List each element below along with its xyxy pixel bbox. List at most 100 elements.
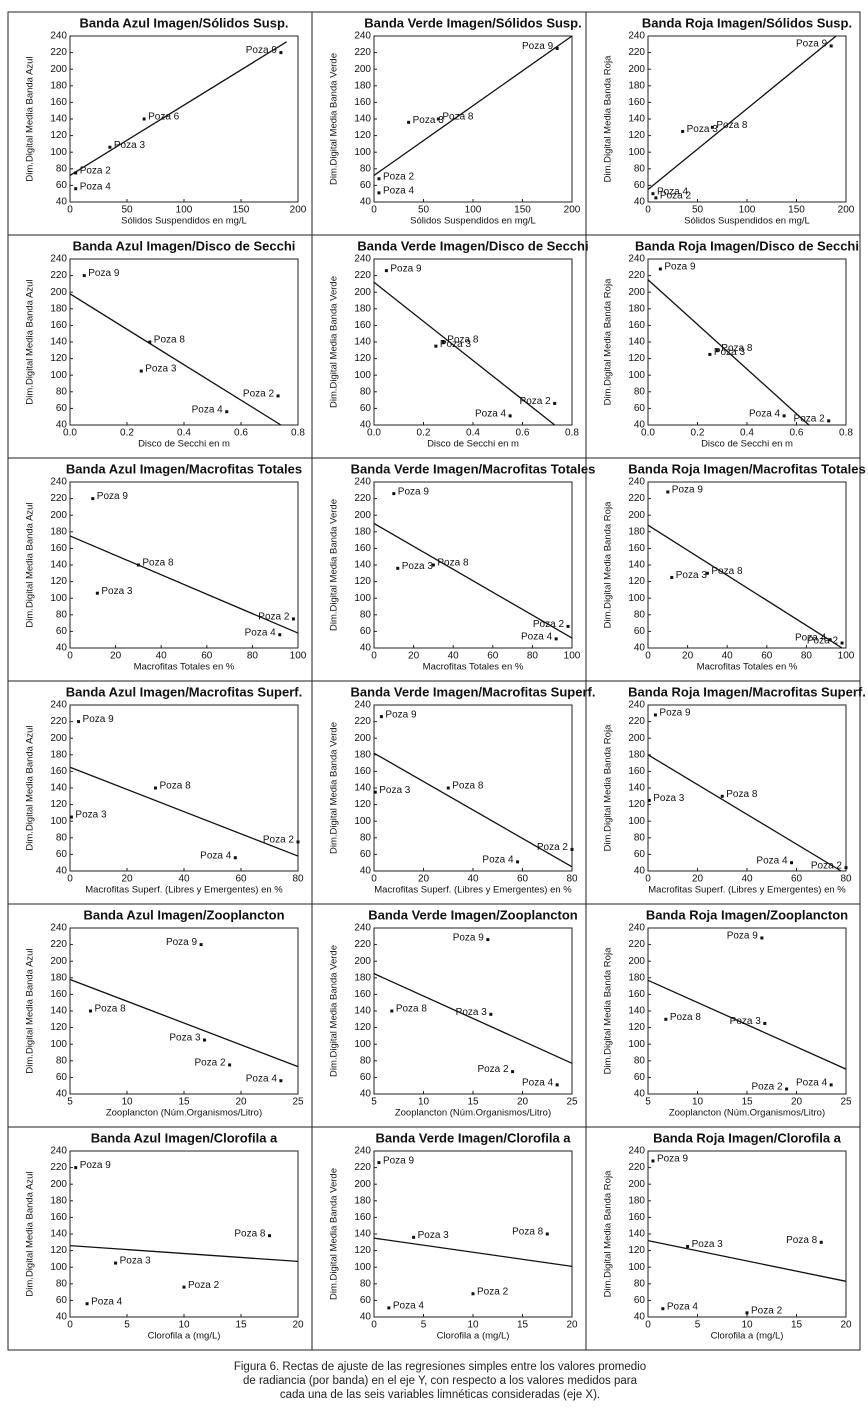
x-tick-label: 50 — [418, 205, 430, 216]
chart-title: Banda Azul Imagen/Disco de Secchi — [73, 238, 296, 253]
data-point — [553, 401, 557, 405]
data-point — [392, 492, 396, 496]
data-point — [114, 1261, 118, 1265]
x-tick-label: 100 — [564, 651, 581, 662]
x-tick-label: 80 — [801, 651, 813, 662]
point-label: Poza 8 — [234, 1228, 266, 1239]
x-tick-label: 10 — [741, 1320, 753, 1331]
data-point — [268, 1234, 271, 1238]
point-label: Poza 4 — [796, 1078, 828, 1089]
y-axis-label: Dim.Digital Media Banda Azul — [25, 1171, 36, 1296]
y-tick-label: 60 — [360, 403, 372, 414]
y-tick-label: 240 — [628, 700, 645, 711]
plot-frame — [69, 481, 299, 649]
y-axis-label: Dim.Digital Media Banda Azul — [25, 502, 36, 627]
y-tick-label: 40 — [634, 420, 646, 431]
y-tick-label: 60 — [56, 849, 68, 860]
y-tick-label: 180 — [354, 1195, 371, 1206]
y-tick-label: 140 — [50, 560, 67, 571]
x-tick-label: 0 — [645, 205, 651, 216]
y-tick-label: 220 — [628, 493, 645, 504]
x-tick-label: 10 — [121, 1097, 133, 1108]
data-point — [431, 563, 435, 567]
chart-title: Banda Roja Imagen/Sólidos Susp. — [642, 15, 852, 30]
x-tick-label: 20 — [791, 1097, 803, 1108]
chart-title: Banda Azul Imagen/Sólidos Susp. — [80, 15, 289, 30]
y-tick-label: 140 — [50, 1006, 67, 1017]
point-label: Poza 3 — [402, 561, 434, 572]
y-tick-label: 80 — [360, 163, 372, 174]
y-tick-label: 200 — [628, 956, 645, 967]
point-label: Poza 9 — [664, 262, 696, 273]
y-tick-label: 80 — [360, 1055, 372, 1066]
data-point — [225, 410, 229, 414]
fit-line — [373, 522, 573, 639]
x-tick-label: 5 — [645, 1097, 651, 1108]
y-tick-label: 100 — [354, 816, 371, 827]
y-tick-label: 120 — [628, 1245, 645, 1256]
x-tick-label: 60 — [487, 651, 499, 662]
point-label: Poza 8 — [142, 558, 174, 569]
plot-frame — [647, 481, 847, 649]
y-tick-label: 200 — [50, 287, 67, 298]
x-tick-label: 10 — [692, 1097, 704, 1108]
point-label: Poza 8 — [154, 335, 186, 346]
data-point — [840, 641, 844, 645]
y-tick-label: 120 — [50, 130, 67, 141]
x-tick-label: 15 — [467, 1097, 479, 1108]
point-label: Poza 6 — [148, 112, 180, 123]
x-axis-label: Macrofitas Superf. (Libres y Emergentes)… — [85, 885, 283, 896]
point-label: Poza 9 — [83, 714, 115, 725]
point-label: Poza 4 — [482, 855, 514, 866]
fit-line — [69, 41, 287, 176]
point-label: Poza 3 — [440, 339, 472, 350]
fit-line — [373, 752, 573, 868]
x-tick-label: 5 — [421, 1320, 427, 1331]
y-tick-label: 60 — [634, 626, 646, 637]
x-axis-label: Macrofitas Superf. (Libres y Emergentes)… — [648, 885, 846, 896]
x-tick-label: 80 — [840, 874, 852, 885]
y-tick-label: 80 — [634, 609, 646, 620]
y-tick-label: 240 — [628, 31, 645, 42]
y-tick-label: 60 — [56, 1295, 68, 1306]
x-tick-label: 0.8 — [291, 428, 305, 439]
data-point — [154, 786, 157, 790]
y-tick-label: 100 — [354, 1039, 371, 1050]
y-tick-label: 100 — [50, 1262, 67, 1273]
x-tick-label: 0.6 — [516, 428, 530, 439]
point-label: Poza 8 — [670, 1012, 702, 1023]
y-tick-label: 120 — [628, 353, 645, 364]
point-label: Poza 4 — [200, 850, 232, 861]
x-tick-label: 20 — [235, 1097, 247, 1108]
fit-line — [373, 973, 573, 1064]
point-label: Poza 9 — [796, 39, 828, 50]
data-point — [763, 1021, 767, 1025]
x-tick-label: 0 — [645, 651, 651, 662]
x-axis-label: Sólidos Suspendidos en mg/L — [684, 216, 810, 227]
x-tick-label: 150 — [233, 205, 250, 216]
x-tick-label: 15 — [791, 1320, 803, 1331]
y-tick-label: 240 — [354, 700, 371, 711]
point-label: Poza 2 — [258, 612, 290, 623]
point-label: Poza 3 — [114, 140, 146, 151]
y-tick-label: 160 — [50, 320, 67, 331]
x-tick-label: 60 — [201, 651, 213, 662]
point-label: Poza 3 — [120, 1256, 152, 1267]
y-tick-label: 140 — [50, 114, 67, 125]
y-tick-label: 100 — [628, 1039, 645, 1050]
y-tick-label: 160 — [50, 1212, 67, 1223]
chart-title: Banda Verde Imagen/Macrofitas Totales — [351, 461, 596, 476]
y-tick-label: 40 — [56, 1312, 68, 1323]
y-tick-label: 240 — [354, 1146, 371, 1157]
y-tick-label: 120 — [50, 353, 67, 364]
point-label: Poza 3 — [714, 347, 746, 358]
y-tick-label: 160 — [50, 97, 67, 108]
y-tick-label: 180 — [628, 749, 645, 760]
y-tick-label: 80 — [360, 386, 372, 397]
y-tick-label: 240 — [50, 700, 67, 711]
y-tick-label: 200 — [354, 1179, 371, 1190]
data-point — [91, 497, 95, 501]
x-tick-label: 0.4 — [177, 428, 191, 439]
point-label: Poza 4 — [521, 632, 553, 643]
y-tick-label: 40 — [360, 420, 372, 431]
